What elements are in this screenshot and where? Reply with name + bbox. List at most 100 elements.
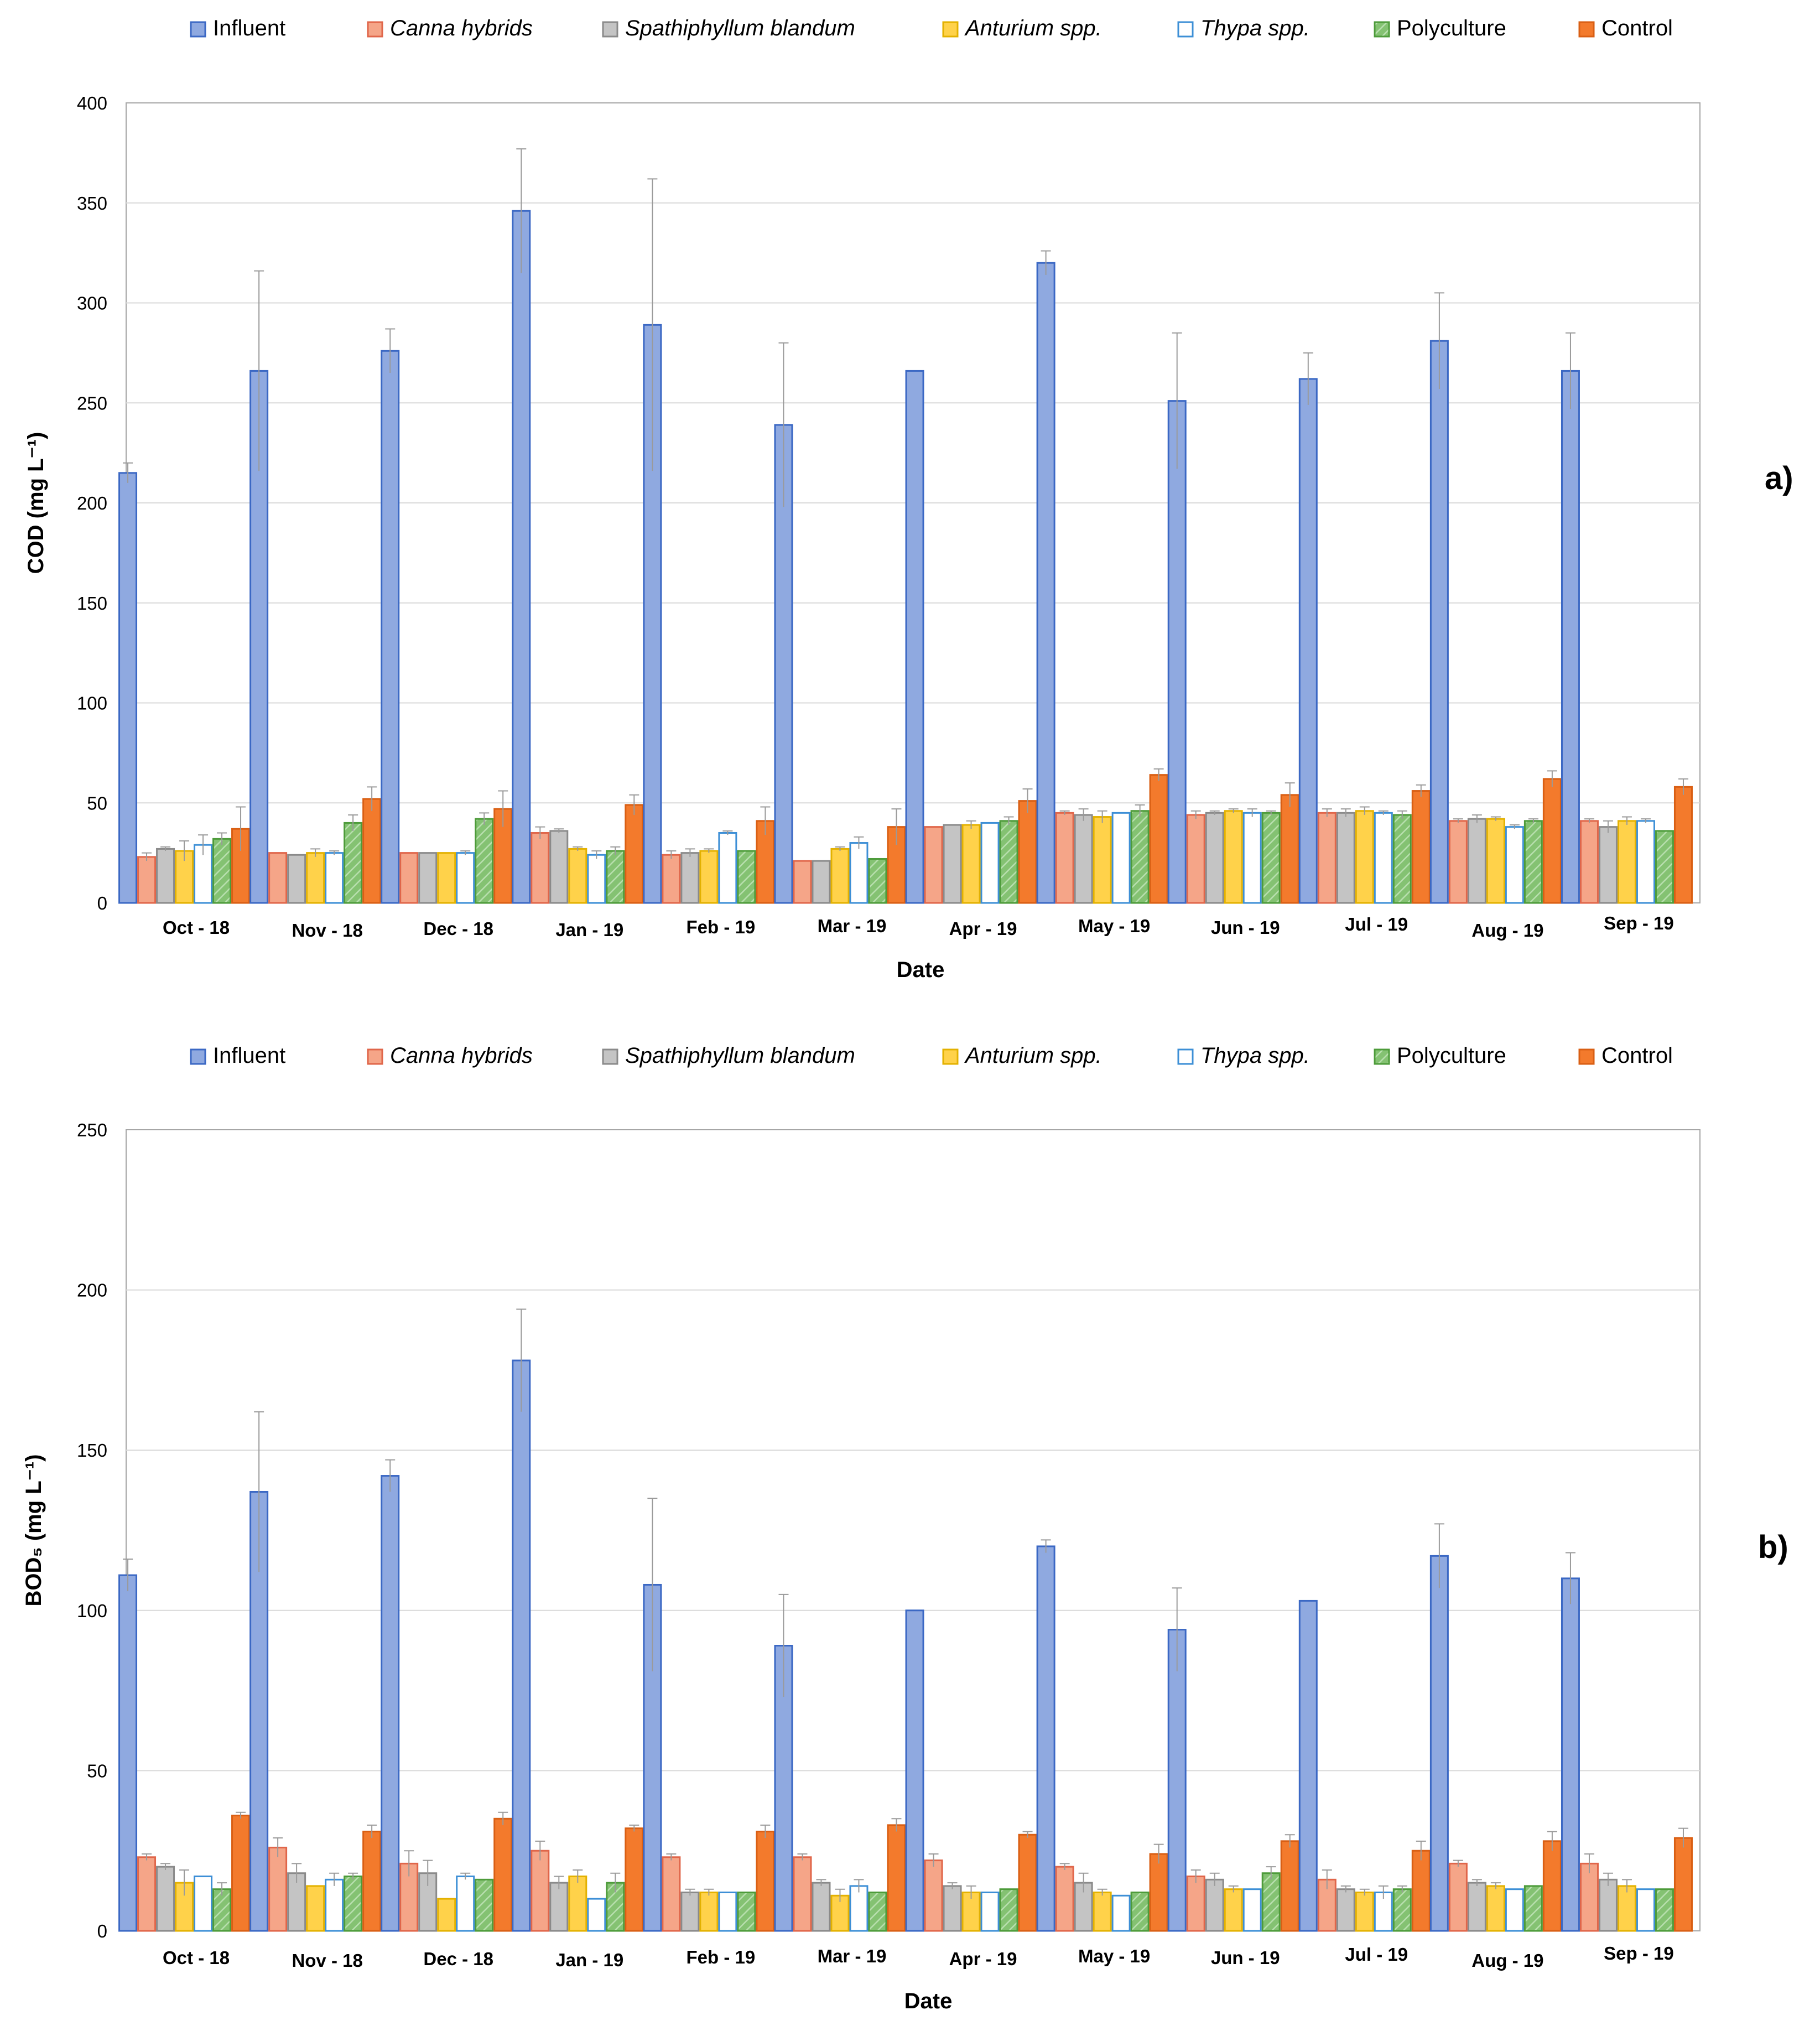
cod-bar-spathiphyllum-blandum-may-19 bbox=[1074, 814, 1093, 904]
bod-bar-canna-hybrids-sep-19 bbox=[1579, 1862, 1599, 1932]
cod-bar-anturium-spp-sep-19 bbox=[1617, 820, 1636, 904]
legend-swatch-control bbox=[1578, 21, 1595, 38]
cod-bar-polyculture-jun-19 bbox=[1261, 812, 1281, 904]
bod-y-axis-title: BOD₅ (mg L⁻¹) bbox=[22, 1455, 46, 1607]
bod-bar-spathiphyllum-blandum-feb-19 bbox=[680, 1891, 700, 1932]
cod-bar-thypa-spp-jun-19 bbox=[1242, 812, 1262, 904]
bod-bar-polyculture-nov-18 bbox=[344, 1876, 363, 1932]
legend-label-thypa-spp: Thypa spp. bbox=[1200, 16, 1310, 40]
cod-bar-polyculture-aug-19 bbox=[1523, 820, 1543, 904]
legend-item-influent: Influent bbox=[190, 16, 285, 40]
cod-bar-canna-hybrids-apr-19 bbox=[924, 826, 943, 904]
cod-bar-influent-may-19 bbox=[1036, 262, 1055, 904]
bod-bar-control-jul-19 bbox=[1411, 1850, 1431, 1932]
bod-bar-anturium-spp-aug-19 bbox=[1486, 1885, 1505, 1932]
bod-bar-influent-dec-18 bbox=[381, 1475, 400, 1932]
bod-x-tick-label: Mar - 19 bbox=[818, 1946, 887, 1966]
legend-swatch-polyculture bbox=[1374, 21, 1390, 38]
cod-bar-spathiphyllum-blandum-jun-19 bbox=[1205, 812, 1224, 904]
cod-bar-thypa-spp-may-19 bbox=[1111, 812, 1131, 904]
cod-x-tick-label: Dec - 18 bbox=[423, 918, 493, 939]
cod-bar-polyculture-jul-19 bbox=[1392, 814, 1412, 904]
cod-bar-canna-hybrids-mar-19 bbox=[793, 860, 812, 904]
legend-item-control: Control bbox=[1578, 1043, 1673, 1068]
bod-y-ticks: 0 50 100 150 200 250 bbox=[77, 1120, 107, 1941]
bod-bar-thypa-spp-aug-19 bbox=[1505, 1888, 1524, 1932]
bod-y-tick-label: 150 bbox=[77, 1440, 107, 1461]
cod-x-tick-label: Sep - 19 bbox=[1604, 913, 1674, 933]
cod-x-tick-label: Jun - 19 bbox=[1211, 917, 1280, 938]
cod-x-tick-label: Apr - 19 bbox=[949, 918, 1017, 939]
bod-bar-anturium-spp-feb-19 bbox=[699, 1891, 719, 1932]
bod-bar-thypa-spp-mar-19 bbox=[849, 1885, 869, 1932]
cod-bar-anturium-spp-jan-19 bbox=[568, 848, 587, 904]
cod-y-ticks: 0 50 100 150 200 250 300 350 400 bbox=[77, 93, 107, 913]
cod-y-tick-label: 100 bbox=[77, 693, 107, 714]
legend-swatch-thypa-spp bbox=[1177, 1048, 1194, 1065]
cod-x-tick-label: Aug - 19 bbox=[1471, 920, 1543, 941]
bod-bar-control-jun-19 bbox=[1280, 1840, 1299, 1932]
legend-swatch-thypa-spp bbox=[1177, 21, 1194, 38]
bod-bar-control-may-19 bbox=[1149, 1853, 1168, 1932]
legend-label-control: Control bbox=[1601, 1043, 1673, 1068]
cod-bar-spathiphyllum-blandum-feb-19 bbox=[680, 852, 700, 904]
legend-swatch-polyculture bbox=[1374, 1048, 1390, 1065]
cod-bar-anturium-spp-mar-19 bbox=[830, 848, 850, 904]
bod-bar-thypa-spp-sep-19 bbox=[1636, 1888, 1655, 1932]
legend-swatch-anturium-spp bbox=[942, 21, 959, 38]
legend-swatch-spathiphyllum-blandum bbox=[602, 1048, 618, 1065]
cod-bar-thypa-spp-sep-19 bbox=[1636, 820, 1655, 904]
bod-x-tick-label: Jan - 19 bbox=[555, 1950, 623, 1970]
bod-bar-polyculture-jun-19 bbox=[1261, 1872, 1281, 1932]
legend-label-influent: Influent bbox=[213, 1043, 285, 1068]
cod-chart-legend: Influent Canna hybrids Spathiphyllum bland… bbox=[190, 16, 1673, 40]
cod-bar-canna-hybrids-sep-19 bbox=[1579, 820, 1599, 904]
cod-bar-thypa-spp-jan-19 bbox=[587, 854, 606, 904]
bod-bar-canna-hybrids-apr-19 bbox=[924, 1859, 943, 1932]
cod-y-tick-label: 0 bbox=[97, 893, 107, 913]
cod-bar-canna-hybrids-aug-19 bbox=[1448, 820, 1468, 904]
cod-bar-spathiphyllum-blandum-jan-19 bbox=[549, 830, 569, 904]
legend-label-control: Control bbox=[1601, 16, 1673, 40]
legend-label-polyculture: Polyculture bbox=[1397, 1043, 1506, 1068]
cod-bar-thypa-spp-nov-18 bbox=[325, 852, 344, 904]
bod-bar-control-nov-18 bbox=[362, 1830, 382, 1932]
cod-bar-polyculture-oct-18 bbox=[212, 838, 232, 904]
bod-chart-legend: Influent Canna hybrids Spathiphyllum bland… bbox=[190, 1043, 1673, 1068]
bod-bar-thypa-spp-oct-18 bbox=[194, 1876, 213, 1932]
bod-bar-canna-hybrids-jun-19 bbox=[1186, 1876, 1205, 1932]
legend-swatch-canna-hybrids bbox=[367, 21, 383, 38]
bod-bar-thypa-spp-apr-19 bbox=[980, 1891, 1000, 1932]
cod-bar-canna-hybrids-jul-19 bbox=[1317, 812, 1337, 904]
cod-y-tick-label: 150 bbox=[77, 593, 107, 614]
bod-x-axis-title: Date bbox=[904, 1989, 953, 2013]
legend-swatch-anturium-spp bbox=[942, 1048, 959, 1065]
cod-bar-canna-hybrids-jan-19 bbox=[531, 832, 550, 904]
cod-bar-anturium-spp-may-19 bbox=[1093, 816, 1112, 904]
cod-bar-control-jan-19 bbox=[625, 804, 644, 904]
bod-x-categories: Oct - 18 Nov - 18 Dec - 18 Jan - 19 Feb - 19… bbox=[163, 1943, 1674, 1971]
bod-y-tick-label: 200 bbox=[77, 1280, 107, 1301]
bod-bar-spathiphyllum-blandum-jun-19 bbox=[1205, 1878, 1224, 1932]
cod-bar-anturium-spp-feb-19 bbox=[699, 850, 719, 904]
cod-bar-spathiphyllum-blandum-jul-19 bbox=[1336, 812, 1355, 904]
cod-bar-canna-hybrids-oct-18 bbox=[137, 856, 157, 904]
bod-bars bbox=[118, 1308, 1693, 1932]
bod-x-tick-label: Apr - 19 bbox=[949, 1949, 1017, 1969]
cod-bar-canna-hybrids-jun-19 bbox=[1186, 814, 1205, 904]
bod-bar-control-jan-19 bbox=[625, 1827, 644, 1932]
cod-bar-thypa-spp-mar-19 bbox=[849, 842, 869, 904]
cod-bar-control-nov-18 bbox=[362, 798, 382, 904]
bod-bar-control-sep-19 bbox=[1673, 1837, 1693, 1932]
cod-bar-polyculture-dec-18 bbox=[475, 818, 494, 904]
cod-x-tick-label: Oct - 18 bbox=[163, 917, 230, 938]
cod-bar-spathiphyllum-blandum-dec-18 bbox=[418, 852, 438, 904]
legend-label-influent: Influent bbox=[213, 16, 285, 40]
cod-x-tick-label: Mar - 19 bbox=[818, 916, 887, 936]
bod-bar-canna-hybrids-aug-19 bbox=[1448, 1862, 1468, 1932]
legend-item-anturium-spp: Anturium spp. bbox=[942, 1043, 1102, 1068]
bod-bar-anturium-spp-sep-19 bbox=[1617, 1885, 1636, 1932]
bod-bar-canna-hybrids-dec-18 bbox=[399, 1862, 419, 1932]
legend-item-thypa-spp: Thypa spp. bbox=[1177, 16, 1310, 40]
bod-bar-canna-hybrids-feb-19 bbox=[662, 1856, 681, 1932]
